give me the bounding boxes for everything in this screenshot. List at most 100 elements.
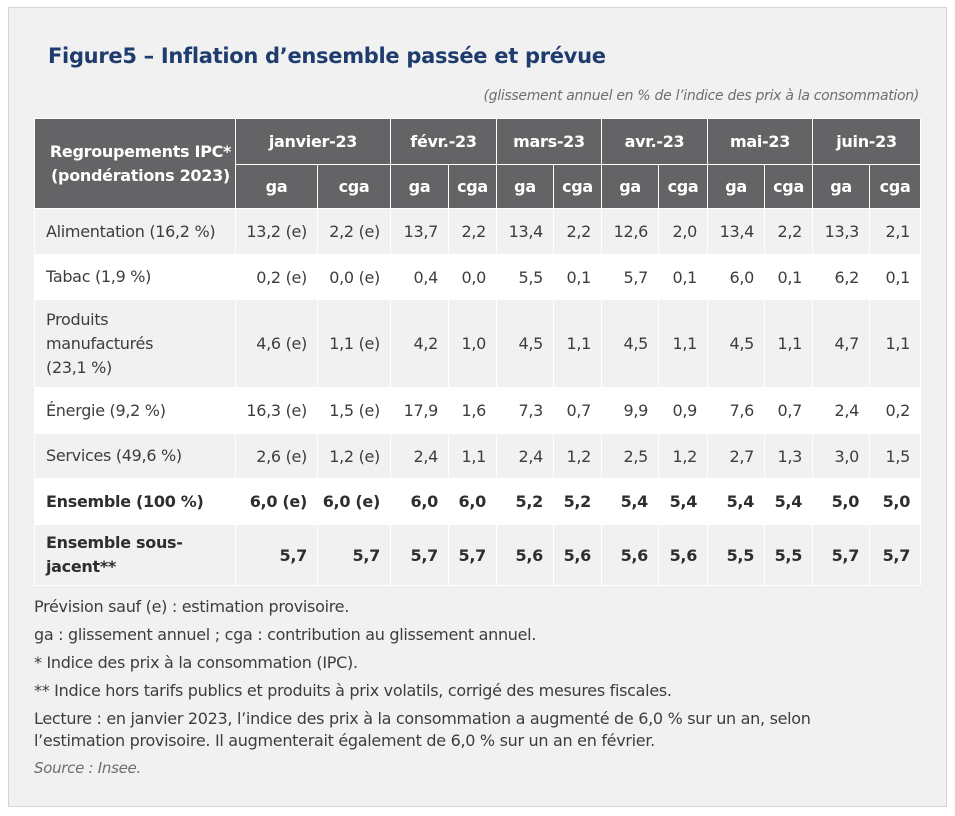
- ga-value: 6,0: [707, 254, 766, 300]
- cga-value: 1,3: [764, 433, 814, 479]
- cga-value: 2,2: [552, 208, 603, 255]
- cga-value: 1,1: [869, 299, 922, 388]
- note-underlying: ** Indice hors tarifs publics et produit…: [34, 681, 672, 700]
- ga-value: 5,4: [707, 478, 766, 525]
- cga-value: 1,0: [448, 299, 497, 388]
- cga-value: 0,2: [869, 387, 922, 434]
- cga-value: 0,7: [552, 387, 603, 434]
- note-reading-line1: Lecture : en janvier 2023, l’indice des …: [34, 709, 811, 728]
- cga-value: 6,0 (e): [317, 478, 391, 525]
- cga-value: 5,4: [764, 478, 814, 525]
- cga-header: cga: [552, 164, 603, 209]
- cga-value: 1,2: [658, 433, 709, 479]
- table-row: Ensemble sous-jacent** 5,7 5,7 5,7 5,7 5,6 5,6…: [34, 524, 922, 586]
- ga-value: 4,2: [390, 299, 449, 388]
- source-note: Source : Insee.: [34, 759, 141, 777]
- row-label-line: Énergie (9,2 %): [46, 400, 166, 420]
- cga-value: 1,1: [552, 299, 603, 388]
- month-header: juin-23: [812, 118, 922, 165]
- ga-value: 7,3: [496, 387, 554, 434]
- ga-header: ga: [496, 164, 554, 209]
- cga-value: 0,1: [764, 254, 814, 300]
- cga-header: cga: [658, 164, 709, 209]
- ga-value: 12,6: [601, 208, 660, 255]
- ga-value: 5,7: [235, 524, 318, 586]
- row-label-line: Ensemble (100 %): [46, 491, 204, 511]
- ga-value: 5,7: [812, 524, 871, 586]
- month-header: mai-23: [707, 118, 814, 165]
- ga-header: ga: [707, 164, 766, 209]
- table-row: Alimentation (16,2 %) 13,2 (e) 2,2 (e) 13,7…: [34, 208, 922, 255]
- cga-value: 0,1: [658, 254, 709, 300]
- row-label-line: Tabac (1,9 %): [46, 267, 152, 286]
- month-header: janvier-23: [235, 118, 391, 165]
- ga-value: 2,4: [496, 433, 554, 479]
- ga-value: 5,4: [601, 478, 660, 525]
- cga-value: 5,7: [448, 524, 497, 586]
- month-header: avr.-23: [601, 118, 709, 165]
- ga-value: 4,7: [812, 299, 871, 388]
- ga-value: 4,6 (e): [235, 299, 318, 388]
- cga-value: 5,6: [552, 524, 603, 586]
- ga-value: 6,0 (e): [235, 478, 318, 525]
- inflation-table: Regroupements IPC* (pondérations 2023) j…: [34, 118, 922, 586]
- cga-header: cga: [317, 164, 391, 209]
- ga-value: 2,6 (e): [235, 433, 318, 479]
- cga-value: 2,2 (e): [317, 208, 391, 255]
- table-row: Produits manufacturés (23,1 %) 4,6 (e) 1,1 (…: [34, 299, 922, 388]
- cga-value: 1,2 (e): [317, 433, 391, 479]
- cga-header: cga: [448, 164, 497, 209]
- figure-subtitle: (glissement annuel en % de l’indice des …: [483, 88, 919, 104]
- ga-value: 5,5: [496, 254, 554, 300]
- ga-value: 3,0: [812, 433, 871, 479]
- row-label-line: jacent**: [46, 557, 116, 576]
- ga-value: 5,2: [496, 478, 554, 525]
- month-header: févr.-23: [390, 118, 497, 165]
- ga-value: 13,4: [707, 208, 766, 255]
- ga-header: ga: [812, 164, 871, 209]
- ga-value: 13,7: [390, 208, 449, 255]
- cga-value: 1,1: [448, 433, 497, 479]
- row-label-line: Alimentation (16,2 %): [46, 221, 216, 241]
- row-label: Services (49,6 %): [34, 433, 236, 479]
- note-ipc: * Indice des prix à la consommation (IPC…: [34, 653, 358, 672]
- row-label: Ensemble (100 %): [34, 478, 236, 525]
- row-label: Tabac (1,9 %): [34, 254, 236, 300]
- note-forecast: Prévision sauf (e) : estimation provisoi…: [34, 597, 349, 616]
- ga-header: ga: [235, 164, 318, 209]
- cga-value: 2,2: [764, 208, 814, 255]
- cga-value: 1,6: [448, 387, 497, 434]
- row-label-line: manufacturés: [46, 333, 154, 353]
- ga-value: 5,6: [601, 524, 660, 586]
- ga-value: 5,7: [390, 524, 449, 586]
- ga-value: 0,4: [390, 254, 449, 300]
- row-label: Produits manufacturés (23,1 %): [34, 299, 236, 388]
- figure-panel: Figure5 – Inflation d’ensemble passée et…: [8, 7, 947, 807]
- ga-value: 2,7: [707, 433, 766, 479]
- cga-value: 1,2: [552, 433, 603, 479]
- cga-value: 2,2: [448, 208, 497, 255]
- row-label: Alimentation (16,2 %): [34, 208, 236, 255]
- ga-value: 13,4: [496, 208, 554, 255]
- ga-value: 16,3 (e): [235, 387, 318, 434]
- table-row: Énergie (9,2 %) 16,3 (e) 1,5 (e) 17,9 1,6 7,3…: [34, 387, 922, 434]
- ga-value: 17,9: [390, 387, 449, 434]
- ga-value: 2,5: [601, 433, 660, 479]
- ga-value: 6,0: [390, 478, 449, 525]
- cga-value: 0,1: [552, 254, 603, 300]
- cga-value: 1,1 (e): [317, 299, 391, 388]
- row-label: Ensemble sous-jacent**: [34, 524, 236, 586]
- ga-value: 5,6: [496, 524, 554, 586]
- cga-value: 5,2: [552, 478, 603, 525]
- group-header-line1: Regroupements IPC*: [49, 141, 232, 161]
- row-label: Énergie (9,2 %): [34, 387, 236, 434]
- note-reading-line2: l’estimation provisoire. Il augmenterait…: [34, 731, 655, 750]
- ga-value: 6,2: [812, 254, 871, 300]
- cga-value: 0,7: [764, 387, 814, 434]
- figure-title: Figure5 – Inflation d’ensemble passée et…: [48, 44, 606, 68]
- ga-value: 0,2 (e): [235, 254, 318, 300]
- ga-value: 2,4: [812, 387, 871, 434]
- cga-value: 0,1: [869, 254, 922, 300]
- header-row-measures: ga cga ga cga ga cga ga cga ga cga ga cga: [35, 164, 922, 209]
- cga-value: 0,9: [658, 387, 709, 434]
